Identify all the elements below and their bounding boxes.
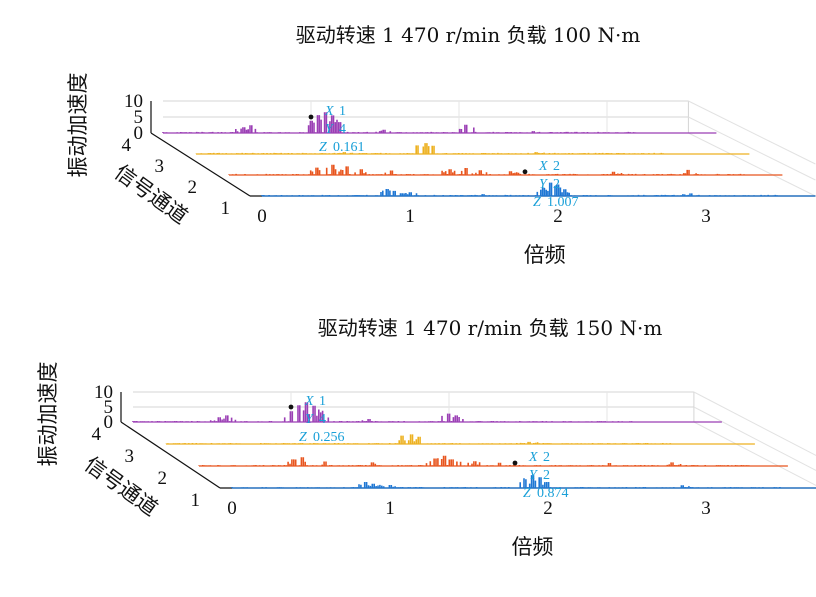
panel-load-100: 驱动转速 1 470 r/min 负载 100 N·m0510振动加速度1234… bbox=[66, 23, 816, 267]
datatip-y_label: Y bbox=[529, 468, 539, 483]
z-tick-label: 5 bbox=[134, 107, 144, 128]
datatip-y_label: Y bbox=[539, 177, 549, 192]
series-ch1 bbox=[261, 182, 780, 196]
datatip-z_label: Z bbox=[319, 140, 327, 155]
grid bbox=[133, 391, 816, 487]
x-axis-label: 倍频 bbox=[524, 243, 566, 267]
series-ch3 bbox=[195, 143, 670, 154]
chart-title: 驱动转速 1 470 r/min 负载 150 N·m bbox=[318, 316, 663, 340]
channel-tick-label: 2 bbox=[158, 468, 168, 489]
channel-tick-label: 3 bbox=[155, 156, 165, 177]
datatip-z_label: Z bbox=[533, 195, 541, 210]
datatip-marker[interactable] bbox=[522, 169, 528, 175]
datatip-x_label: X bbox=[528, 450, 538, 465]
channel-axis bbox=[120, 421, 221, 489]
gridline bbox=[688, 100, 816, 165]
datatip-z_value: 0.256 bbox=[313, 430, 345, 445]
x-tick-label: 0 bbox=[227, 498, 237, 519]
x-tick-label: 0 bbox=[257, 206, 267, 227]
datatip-x_value: 2 bbox=[543, 450, 550, 465]
x-tick-label: 2 bbox=[553, 206, 563, 227]
datatip-z_value: 0.161 bbox=[333, 140, 365, 155]
datatip-marker[interactable] bbox=[288, 404, 294, 410]
gridline bbox=[688, 132, 816, 197]
x-tick-label: 1 bbox=[405, 206, 415, 227]
grid bbox=[163, 100, 816, 197]
datatip-z_value: 1.007 bbox=[547, 195, 579, 210]
z-tick-label: 10 bbox=[124, 91, 143, 112]
x-axis-label: 倍频 bbox=[511, 535, 553, 559]
datatip[interactable]: X 1Y 4Z 0.256 bbox=[299, 394, 345, 445]
x-tick-label: 2 bbox=[543, 498, 553, 519]
channel-tick-label: 1 bbox=[191, 490, 201, 511]
datatip-marker[interactable] bbox=[512, 460, 518, 466]
datatip-z_label: Z bbox=[523, 486, 531, 501]
channel-tick-label: 2 bbox=[188, 177, 198, 198]
gridline bbox=[688, 116, 816, 181]
datatip-z_value: 0.874 bbox=[537, 486, 569, 501]
channel-axis-label: 信号通道 bbox=[80, 452, 162, 521]
datatip-z_label: Z bbox=[299, 430, 307, 445]
datatip-x_value: 1 bbox=[319, 394, 326, 409]
z-tick-label: 0 bbox=[134, 123, 144, 144]
datatip-y_label: Y bbox=[325, 122, 335, 137]
datatip-x_value: 1 bbox=[339, 104, 346, 119]
z-axis-label: 振动加速度 bbox=[36, 362, 60, 467]
channel-tick-label: 3 bbox=[125, 446, 135, 467]
chart-title: 驱动转速 1 470 r/min 负载 100 N·m bbox=[296, 23, 641, 47]
z-axis-label: 振动加速度 bbox=[66, 73, 90, 178]
series-ch3 bbox=[165, 434, 672, 444]
datatip-y_label: Y bbox=[305, 412, 315, 427]
panel-load-150: 驱动转速 1 470 r/min 负载 150 N·m0510振动加速度1234… bbox=[36, 316, 816, 559]
channel-tick-label: 4 bbox=[92, 424, 102, 445]
z-tick-label: 0 bbox=[104, 412, 114, 433]
datatip-x_label: X bbox=[538, 159, 548, 174]
series-ch2 bbox=[228, 164, 747, 175]
gridline bbox=[693, 421, 816, 487]
x-tick-label: 3 bbox=[701, 498, 711, 519]
x-tick-label: 1 bbox=[385, 498, 395, 519]
channel-tick-label: 4 bbox=[122, 135, 132, 156]
series-ch4 bbox=[132, 402, 639, 422]
datatip[interactable]: X 2Y 2Z 0.874 bbox=[523, 450, 569, 501]
series-ch2 bbox=[198, 455, 752, 466]
z-tick-label: 10 bbox=[94, 382, 113, 403]
datatip-marker[interactable] bbox=[308, 114, 314, 120]
datatip-x_label: X bbox=[324, 104, 334, 119]
z-tick-label: 5 bbox=[104, 397, 114, 418]
datatip-y_value: 2 bbox=[553, 177, 560, 192]
gridline bbox=[693, 391, 816, 457]
datatip-y_value: 4 bbox=[339, 122, 346, 137]
channel-axis bbox=[150, 132, 251, 197]
x-tick-label: 3 bbox=[701, 206, 711, 227]
channel-axis-label: 信号通道 bbox=[110, 160, 192, 229]
datatip-y_value: 2 bbox=[543, 468, 550, 483]
gridline bbox=[693, 406, 816, 472]
datatip-x_label: X bbox=[304, 394, 314, 409]
datatip[interactable]: X 2Y 2Z 1.007 bbox=[533, 159, 579, 210]
datatip-x_value: 2 bbox=[553, 159, 560, 174]
series-ch1 bbox=[231, 475, 785, 488]
series-ch4 bbox=[162, 112, 637, 133]
channel-tick-label: 1 bbox=[221, 198, 231, 219]
datatip-y_value: 4 bbox=[319, 412, 326, 427]
datatip[interactable]: X 1Y 4Z 0.161 bbox=[319, 104, 365, 155]
